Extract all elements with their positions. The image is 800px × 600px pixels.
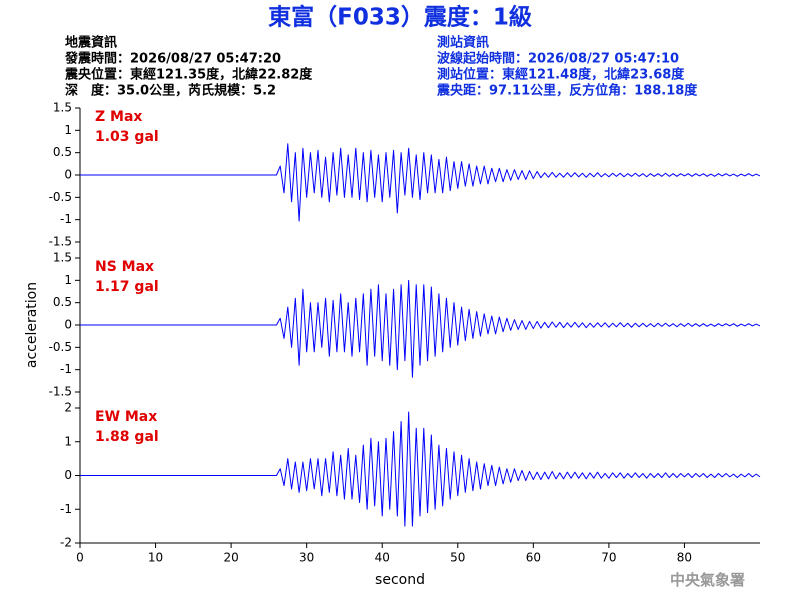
info-line: 震央位置：東經121.35度，北緯22.82度 xyxy=(64,67,313,83)
x-tick-label: 10 xyxy=(148,551,163,565)
info-line: 波線起始時間：2026/08/27 05:47:10 xyxy=(437,51,679,67)
annotation: 1.88 gal xyxy=(95,429,159,445)
x-tick-label: 50 xyxy=(450,551,465,565)
info-line: 深 度：35.0公里，芮氏規模：5.2 xyxy=(65,83,276,99)
y-tick-label: 1 xyxy=(64,123,72,137)
y-tick-label: 0 xyxy=(64,318,72,332)
waveform xyxy=(80,279,761,378)
annotation: NS Max xyxy=(95,259,154,275)
info-line: 測站位置：東經121.48度，北緯23.68度 xyxy=(437,67,685,83)
y-tick-label: -2 xyxy=(60,536,72,550)
x-tick-label: 40 xyxy=(375,551,390,565)
waveform xyxy=(80,143,761,222)
x-tick-label: 70 xyxy=(601,551,616,565)
y-tick-label: 1 xyxy=(64,273,72,287)
chart-title: 東富（F033）震度：1級 xyxy=(268,4,532,31)
x-tick-label: 30 xyxy=(299,551,314,565)
info-line: 地震資訊 xyxy=(65,35,117,51)
annotation: Z Max xyxy=(95,109,142,125)
y-tick-label: -0.5 xyxy=(49,190,72,204)
y-tick-label: -1.5 xyxy=(49,385,72,399)
info-line: 測站資訊 xyxy=(437,35,489,51)
annotation: 1.03 gal xyxy=(95,129,159,145)
info-left: 地震資訊 發震時間：2026/08/27 05:47:20 震央位置：東經121… xyxy=(64,35,313,99)
x-tick-label: 0 xyxy=(76,551,84,565)
info-line: 震央距：97.11公里，反方位角：188.18度 xyxy=(436,83,698,99)
info-right: 測站資訊 波線起始時間：2026/08/27 05:47:10 測站位置：東經1… xyxy=(436,35,698,99)
x-axis-label: second xyxy=(375,572,425,588)
y-tick-label: 0.5 xyxy=(53,145,72,159)
x-tick-label: 80 xyxy=(677,551,692,565)
x-tick-label: 20 xyxy=(223,551,238,565)
y-tick-label: 1.5 xyxy=(53,101,72,115)
y-tick-label: 0 xyxy=(64,168,72,182)
y-tick-label: 1 xyxy=(64,434,72,448)
y-tick-label: 2 xyxy=(64,401,72,415)
y-tick-label: -1 xyxy=(60,362,72,376)
annotation: EW Max xyxy=(95,409,157,425)
waveform xyxy=(80,411,761,527)
y-tick-label: -1 xyxy=(60,212,72,226)
y-tick-label: 1.5 xyxy=(53,251,72,265)
y-axis-label: acceleration xyxy=(24,282,40,368)
y-tick-label: 0 xyxy=(64,468,72,482)
y-tick-label: 0.5 xyxy=(53,295,72,309)
x-tick-label: 60 xyxy=(526,551,541,565)
y-tick-label: -1.5 xyxy=(49,235,72,249)
annotation: 1.17 gal xyxy=(95,279,159,295)
y-tick-label: -1 xyxy=(60,502,72,516)
info-line: 發震時間：2026/08/27 05:47:20 xyxy=(64,51,281,67)
watermark: 中央氣象署 xyxy=(670,571,745,589)
y-tick-label: -0.5 xyxy=(49,340,72,354)
